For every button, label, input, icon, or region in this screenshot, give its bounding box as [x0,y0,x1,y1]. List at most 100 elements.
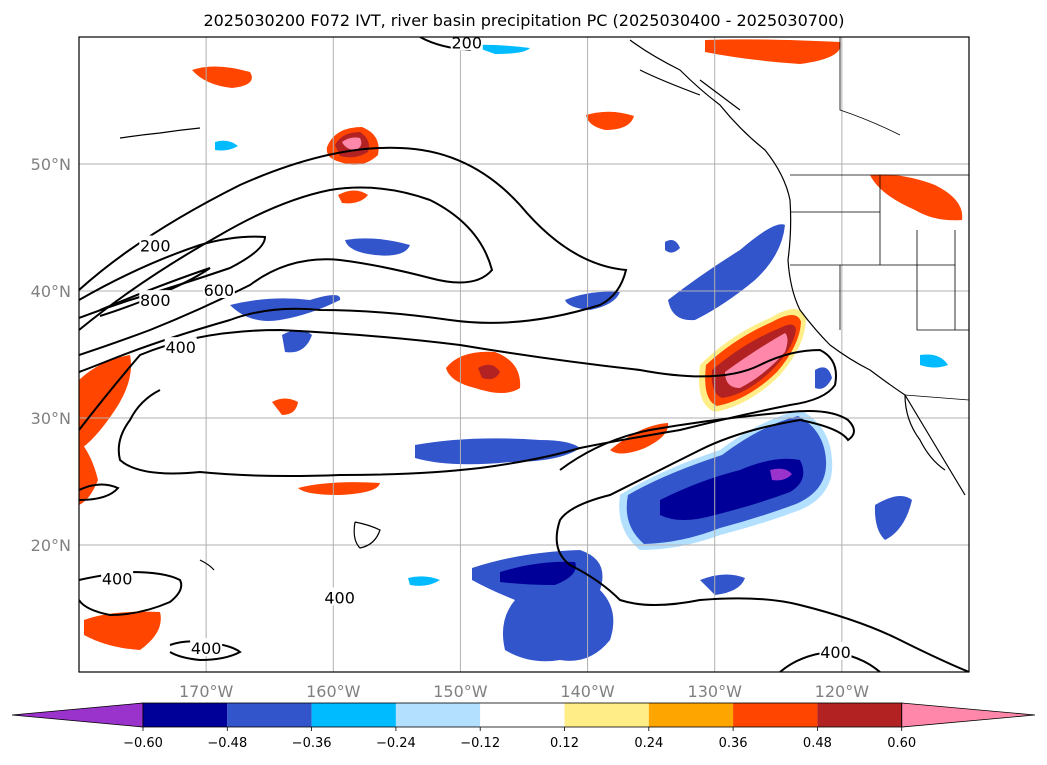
colorbar-tick-label: −0.48 [207,736,247,751]
lon-tick-label: 140°W [560,682,615,701]
negative-patch-44n [345,238,410,256]
colorbar-tick-label: −0.12 [460,736,500,751]
contour-label: 200 [140,237,171,256]
chart-title: 2025030200 F072 IVT, river basin precipi… [203,11,844,30]
contour-label-background [819,641,852,660]
positive-patch-25n [298,482,380,495]
map-frame [78,36,970,673]
precip-pc-shading [79,39,963,662]
contour-label: 800 [140,291,171,310]
contour-label: 400 [165,338,196,357]
lat-tick-label: 50°N [31,155,71,174]
colorbar-segment [817,703,902,727]
colorbar-extend-high [901,702,1036,728]
contour-label: 400 [820,643,851,662]
colorbar-segment [733,703,818,727]
lon-tick-label: 130°W [688,682,743,701]
latitude-labels: 20°N 30°N 40°N 50°N [31,155,71,555]
contour-label-background [164,337,197,356]
contour-label: 200 [452,33,483,52]
coastlines [119,39,966,571]
positive-patch-32n-core [478,364,500,380]
border-alaska-canada [839,37,901,136]
positive-patch-interior [870,174,963,221]
colorbar-segment [480,703,565,727]
ivt-contour-200-outer [79,146,628,373]
colorbar-segment [648,703,734,727]
ivt-contour-600 [79,235,267,319]
colorbar-segment [564,703,649,727]
contour-label-background [323,587,356,606]
lon-tick-label: 120°W [815,682,870,701]
ivt-contours [79,37,969,672]
ivt-contour-400-band [79,328,837,477]
ivt-contour-400-south [555,410,969,672]
contour-label: 400 [324,588,355,607]
lat-tick-label: 40°N [31,282,71,301]
negative-patch-coast-band [668,224,785,321]
positive-patch-north-3 [586,111,634,130]
colorbar: −0.60 −0.48 −0.36 −0.24 −0.12 0.12 0.24 0.36 0.4… [11,702,1036,751]
negative-patches [215,44,948,662]
coastline-baja [904,394,946,471]
contour-label-background [190,638,223,657]
contour-label: 400 [191,639,222,658]
state-borders [790,37,969,401]
negative-patch-39n [565,291,620,310]
negative-patch-coast-blob [815,367,832,389]
lon-tick-label: 150°W [433,682,488,701]
contour-label-background [139,235,172,254]
colorbar-segment [395,703,481,727]
positive-patch-51n-peak [342,137,362,150]
colorbar-tick-label: −0.36 [292,736,332,751]
positive-patch-north-1 [192,66,252,88]
border-us-mexico [904,394,969,401]
colorbar-segment [311,703,396,727]
colorbar-tick-label: 0.48 [803,736,832,751]
lat-tick-label: 30°N [31,409,71,428]
ivt-contour-400-inner [79,186,494,356]
coastline-hawaii [199,521,381,571]
negative-patch-south-core [500,561,576,585]
ivt-contour-400-west [79,483,120,501]
positive-patch-15n [84,611,161,650]
lat-tick-label: 20°N [31,536,71,555]
map-panel: 200 800 600 400 200 400 400 400 400 [78,32,970,673]
positive-patch-west-edge [79,355,131,450]
colorbar-tick-label: 0.24 [634,736,663,751]
colorbar-tick-label: 0.60 [887,736,916,751]
coastline-north-america [629,39,966,496]
negative-patch-coast-2 [920,354,948,368]
colorbar-segment [227,703,312,727]
positive-patch-31n [272,398,298,415]
coastline-alaska-islands [119,69,741,139]
ivt-contour-labels: 200 800 600 400 200 400 400 400 400 [101,32,852,662]
colorbar-tick-label: −0.60 [123,736,163,751]
positive-patch-28n [610,423,669,454]
longitude-labels: 170°W 160°W 150°W 140°W 130°W 120°W [179,682,869,701]
negative-patch-north-2 [215,140,238,151]
contour-label: 400 [102,569,133,588]
colorbar-extend-low [11,702,144,728]
negative-patch-38n [230,295,341,321]
negative-patch-16n-b [408,576,440,586]
negative-patch-southeast-core [660,458,804,520]
contour-label: 600 [204,281,235,300]
positive-patch-west-coast-peak [725,333,788,388]
positive-patch-48n [338,190,368,204]
contour-label-background [139,290,172,309]
lon-tick-label: 160°W [306,682,361,701]
colorbar-tick-label: 0.12 [550,736,579,751]
border-states [790,175,969,331]
gridlines [79,37,969,672]
contour-label-background [101,568,134,587]
colorbar-tick-label: −0.24 [376,736,416,751]
negative-patch-35n [282,330,312,353]
negative-patch-16n [700,574,745,595]
negative-patch-north [470,44,530,54]
contour-label-background [202,280,235,298]
negative-patch-20n [874,496,912,540]
negative-patch-42n [665,240,680,253]
positive-patch-north-2 [705,39,841,64]
